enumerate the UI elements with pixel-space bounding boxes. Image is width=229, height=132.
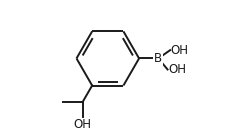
Text: OH: OH bbox=[167, 63, 185, 76]
Text: B: B bbox=[154, 52, 162, 65]
Text: OH: OH bbox=[73, 118, 91, 131]
Text: OH: OH bbox=[170, 44, 188, 57]
